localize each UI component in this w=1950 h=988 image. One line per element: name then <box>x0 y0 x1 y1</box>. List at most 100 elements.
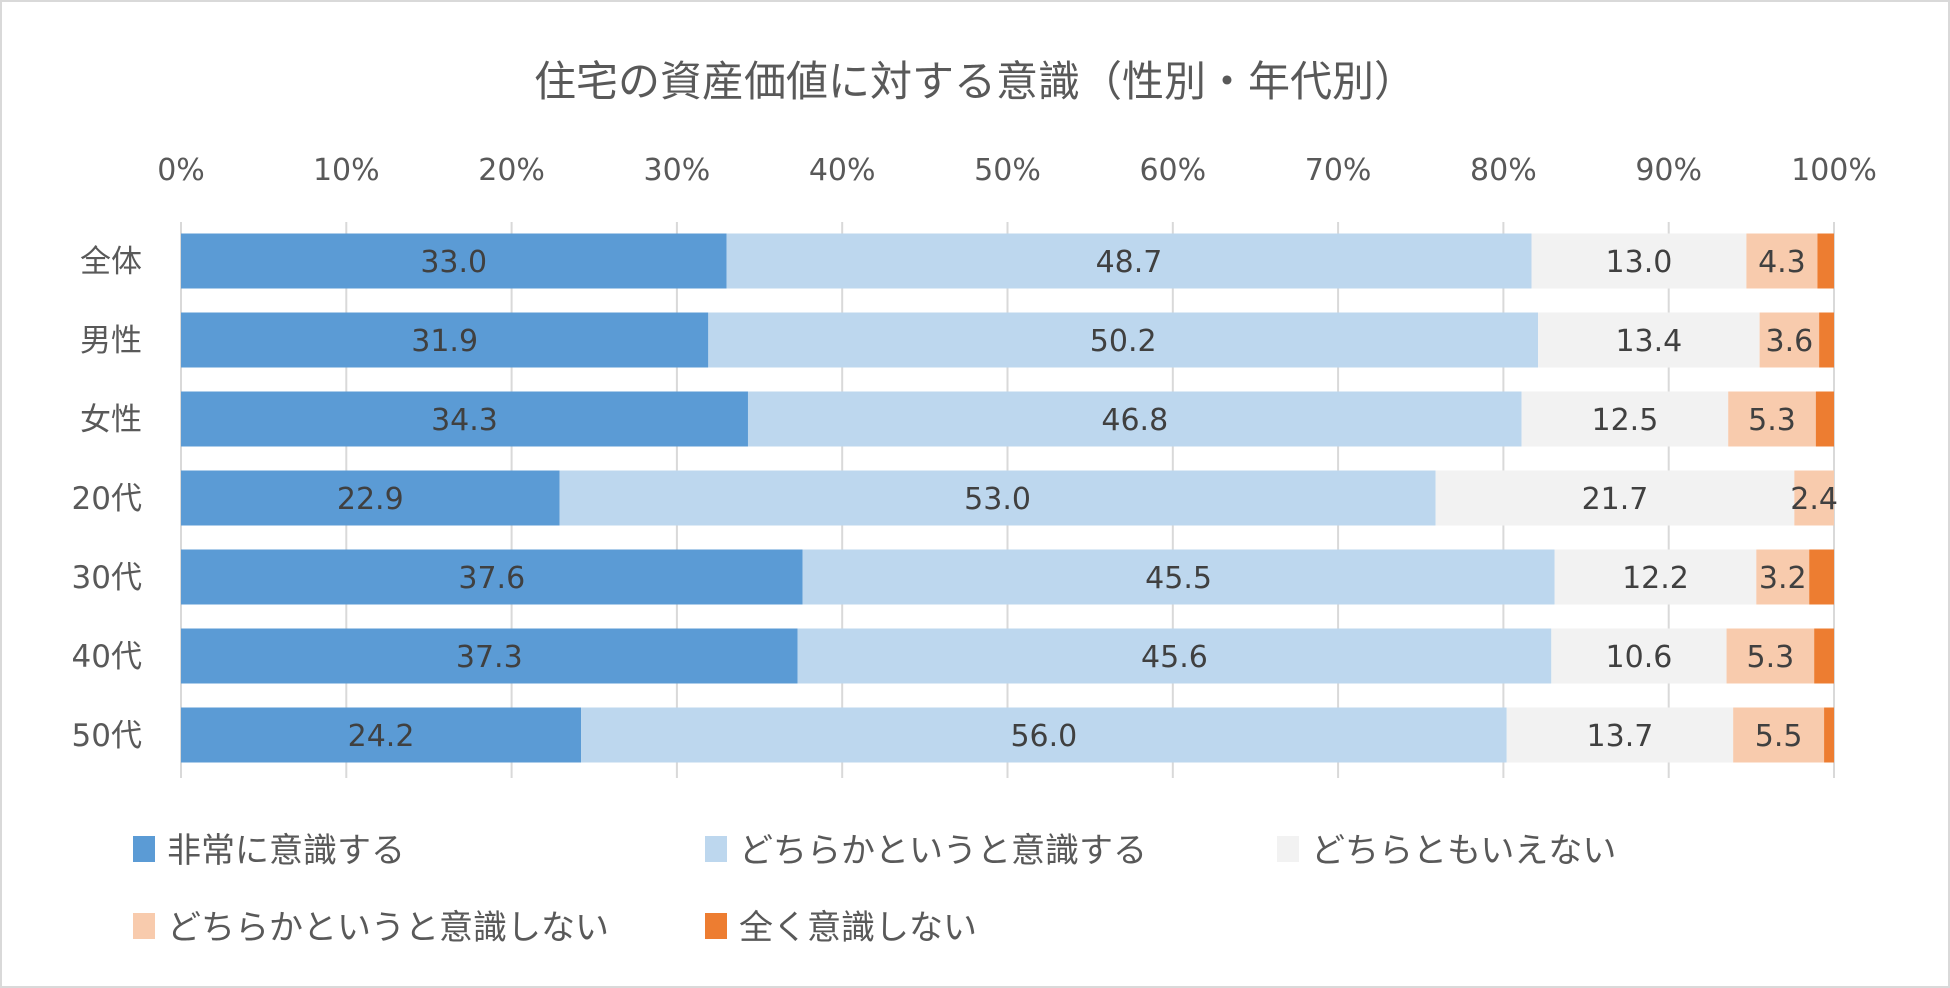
bar-segment <box>747 391 1522 447</box>
data-label: 34.3 <box>431 403 498 438</box>
bar-segment <box>581 707 1507 763</box>
data-label: 31.9 <box>411 324 478 359</box>
data-label: 4.3 <box>1758 245 1806 280</box>
legend-label: 非常に意識する <box>167 831 405 871</box>
legend-swatch <box>705 836 727 862</box>
bar-segment <box>726 233 1532 289</box>
bar-segment <box>1756 549 1810 605</box>
x-tick-label: 60% <box>1139 153 1206 188</box>
data-label: 21.7 <box>1582 482 1649 517</box>
bar-segment <box>181 707 582 763</box>
bar-segment <box>1815 391 1834 447</box>
legend-label: どちらかというと意識する <box>739 831 1147 871</box>
x-tick-label: 10% <box>313 153 380 188</box>
data-label: 56.0 <box>1010 719 1077 754</box>
bar-segment <box>1817 233 1834 289</box>
data-label: 12.5 <box>1591 403 1658 438</box>
legend-label: 全く意識しない <box>739 908 977 948</box>
data-label: 24.2 <box>348 719 415 754</box>
legend-item: 全く意識しない <box>705 908 977 948</box>
data-label: 50.2 <box>1090 324 1157 359</box>
bar-segment <box>802 549 1555 605</box>
legend-label: どちらともいえない <box>1311 831 1616 871</box>
legend-item: 非常に意識する <box>133 831 405 871</box>
x-tick-label: 70% <box>1305 153 1372 188</box>
bar-segment <box>181 391 748 447</box>
data-label: 13.7 <box>1587 719 1654 754</box>
bar-segment <box>1824 707 1834 763</box>
bar-segment <box>1554 549 1757 605</box>
legend-item: どちらかというと意識しない <box>133 908 609 948</box>
bar-segment <box>1435 470 1795 526</box>
y-category-label: 20代 <box>72 481 142 517</box>
data-label: 12.2 <box>1622 561 1689 596</box>
legend-label: どちらかというと意識しない <box>167 908 609 948</box>
bar-segment <box>1794 470 1834 526</box>
data-label: 5.5 <box>1755 719 1803 754</box>
bar-segment <box>1814 628 1834 684</box>
data-label: 5.3 <box>1747 640 1795 675</box>
y-category-label: 女性 <box>80 402 142 438</box>
legend-swatch <box>133 836 155 862</box>
data-label: 37.6 <box>458 561 525 596</box>
bar-segment <box>559 470 1436 526</box>
data-label: 13.4 <box>1615 324 1682 359</box>
x-axis-ticks: 0% 10% 20% 30% 40% 50% 60% 70% 80% 90% 100% <box>157 153 1877 188</box>
bar-segment <box>1521 391 1729 447</box>
legend-swatch <box>133 913 155 939</box>
data-label: 45.6 <box>1141 640 1208 675</box>
x-tick-label: 90% <box>1635 153 1702 188</box>
x-tick-label: 100% <box>1791 153 1877 188</box>
bar-segment <box>181 549 803 605</box>
bar-segment <box>1506 707 1734 763</box>
bar-segment <box>181 233 727 289</box>
data-label: 2.4 <box>1790 482 1838 517</box>
bar-segment <box>1809 549 1834 605</box>
bar-segment <box>1733 707 1825 763</box>
y-category-label: 男性 <box>80 323 142 359</box>
x-tick-label: 50% <box>974 153 1041 188</box>
data-label: 33.0 <box>420 245 487 280</box>
y-category-label: 全体 <box>80 244 142 280</box>
legend-swatch <box>1277 836 1299 862</box>
data-label: 10.6 <box>1606 640 1673 675</box>
bar-segment <box>181 628 798 684</box>
data-label: 13.0 <box>1606 245 1673 280</box>
bar-segment <box>1726 628 1815 684</box>
data-label: 48.7 <box>1096 245 1163 280</box>
bar-segment <box>1728 391 1816 447</box>
bar-segment <box>1551 628 1727 684</box>
legend-item: どちらかというと意識する <box>705 831 1147 871</box>
y-category-label: 30代 <box>72 560 142 596</box>
bar-segment <box>1746 233 1818 289</box>
x-tick-label: 0% <box>157 153 205 188</box>
bar-segment <box>1538 312 1760 368</box>
y-category-label: 40代 <box>72 639 142 675</box>
data-label: 3.6 <box>1766 324 1814 359</box>
bar-segment <box>181 470 560 526</box>
data-label: 5.3 <box>1748 403 1796 438</box>
legend: 非常に意識する どちらかというと意識する どちらともいえないどちらかというと意識しな… <box>133 831 1616 948</box>
bar-segment <box>708 312 1539 368</box>
chart-title: 住宅の資産価値に対する意識（性別・年代別） <box>534 57 1416 106</box>
x-tick-label: 20% <box>478 153 545 188</box>
bar-segment <box>797 628 1552 684</box>
data-label: 3.2 <box>1759 561 1807 596</box>
bar-segment <box>1759 312 1820 368</box>
data-label: 37.3 <box>456 640 523 675</box>
y-category-label: 50代 <box>72 718 142 754</box>
bar-segment <box>1819 312 1834 368</box>
data-label: 22.9 <box>337 482 404 517</box>
data-label: 53.0 <box>964 482 1031 517</box>
legend-swatch <box>705 913 727 939</box>
data-label: 45.5 <box>1145 561 1212 596</box>
bar-segment <box>1531 233 1747 289</box>
bar-segment <box>181 312 709 368</box>
bars: 33.0 48.7 13.0 4.3 31.9 50.2 13.4 3.6 34.3 46.8 12… <box>181 233 1838 763</box>
x-tick-label: 40% <box>809 153 876 188</box>
data-label: 46.8 <box>1101 403 1168 438</box>
x-tick-label: 30% <box>644 153 711 188</box>
x-tick-label: 80% <box>1470 153 1537 188</box>
